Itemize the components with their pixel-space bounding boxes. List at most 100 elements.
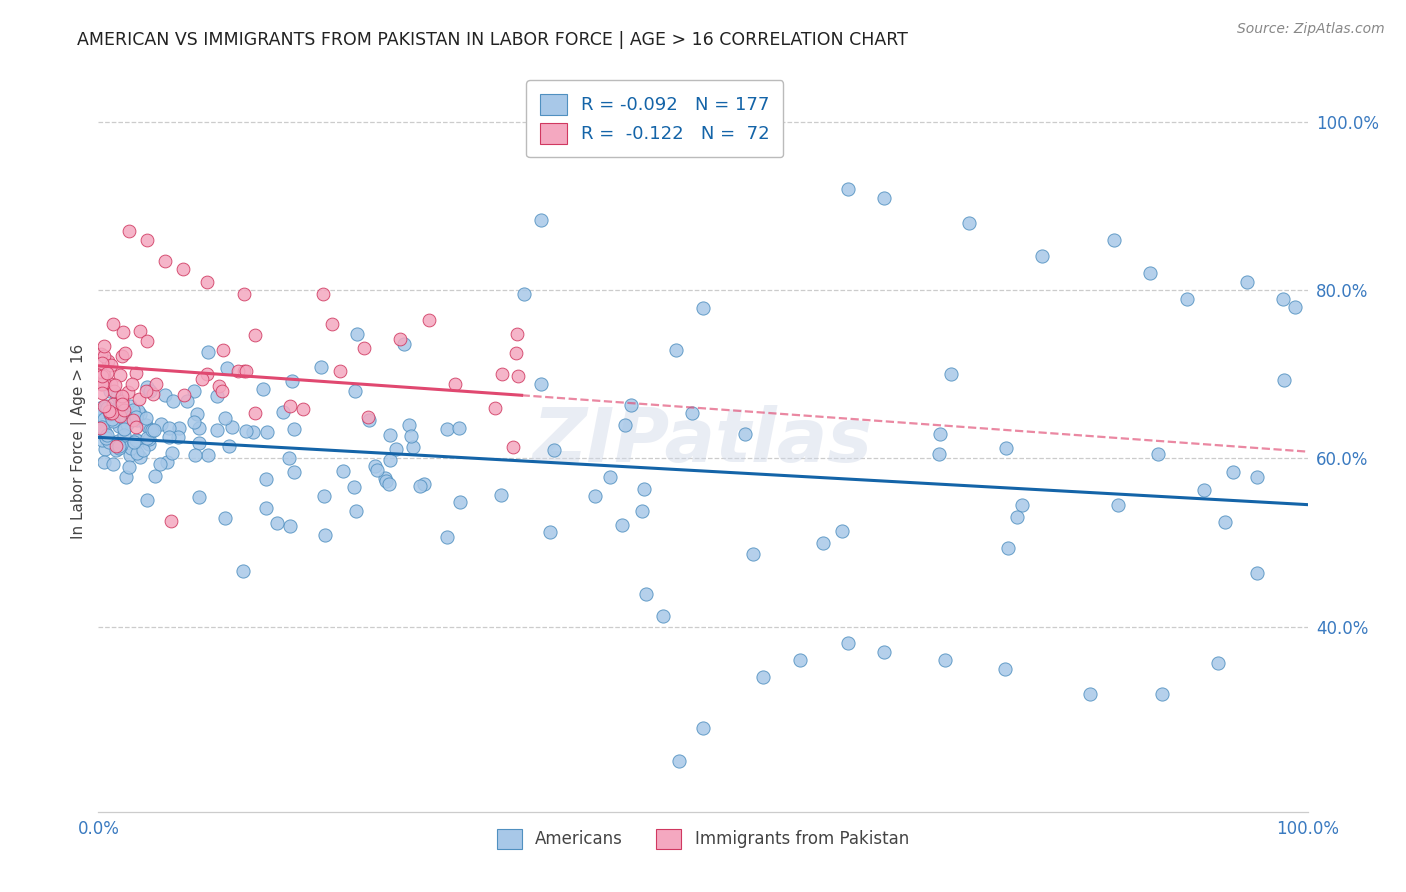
Point — [100, 359, 122, 373]
Point — [997, 541, 1019, 556]
Point — [90, 356, 112, 370]
Point — [110, 438, 132, 452]
Point — [125, 433, 148, 447]
Point — [1146, 447, 1168, 461]
Point — [139, 423, 162, 437]
Point — [186, 408, 208, 422]
Point — [357, 412, 380, 426]
Point — [692, 301, 714, 316]
Point — [111, 349, 134, 363]
Point — [111, 389, 134, 403]
Point — [97, 404, 120, 418]
Point — [408, 479, 430, 493]
Point — [837, 182, 859, 196]
Point — [98, 407, 121, 421]
Point — [243, 328, 266, 343]
Point — [271, 404, 294, 418]
Point — [118, 224, 141, 238]
Point — [112, 422, 135, 436]
Point — [135, 493, 157, 508]
Point — [96, 401, 118, 416]
Point — [398, 417, 420, 432]
Point — [734, 426, 756, 441]
Point — [741, 547, 763, 561]
Point — [205, 389, 228, 403]
Point — [1031, 250, 1053, 264]
Point — [211, 384, 233, 398]
Point — [117, 384, 139, 399]
Point — [89, 418, 111, 433]
Point — [506, 326, 529, 341]
Point — [873, 645, 896, 659]
Point — [665, 343, 688, 357]
Point — [93, 349, 115, 363]
Y-axis label: In Labor Force | Age > 16: In Labor Force | Age > 16 — [72, 344, 87, 539]
Point — [90, 377, 112, 392]
Point — [321, 318, 343, 332]
Point — [96, 428, 118, 442]
Point — [233, 364, 256, 378]
Point — [93, 400, 115, 414]
Point — [235, 424, 257, 438]
Point — [136, 334, 159, 348]
Point — [128, 324, 150, 338]
Point — [112, 403, 135, 417]
Point — [1272, 373, 1295, 387]
Point — [402, 440, 425, 454]
Point — [114, 470, 136, 484]
Point — [90, 433, 112, 447]
Point — [314, 528, 336, 542]
Point — [873, 190, 896, 204]
Point — [413, 476, 436, 491]
Point — [346, 326, 368, 341]
Point — [160, 515, 183, 529]
Point — [90, 376, 112, 391]
Point — [1213, 515, 1236, 529]
Point — [107, 408, 129, 422]
Point — [89, 347, 111, 361]
Point — [94, 442, 117, 456]
Point — [136, 431, 159, 445]
Point — [1246, 566, 1268, 581]
Point — [128, 392, 150, 406]
Point — [811, 536, 834, 550]
Point — [94, 399, 117, 413]
Point — [131, 443, 153, 458]
Point — [145, 469, 167, 483]
Point — [104, 442, 127, 457]
Point — [110, 409, 132, 423]
Point — [112, 325, 135, 339]
Point — [1139, 266, 1161, 280]
Point — [538, 525, 561, 540]
Point — [1175, 292, 1198, 306]
Point — [651, 608, 673, 623]
Point — [631, 504, 654, 518]
Point — [212, 343, 235, 358]
Point — [96, 367, 118, 381]
Point — [1222, 466, 1244, 480]
Point — [378, 476, 401, 491]
Point — [277, 451, 299, 466]
Point — [127, 404, 149, 418]
Point — [153, 253, 176, 268]
Point — [93, 404, 115, 418]
Point — [121, 376, 143, 391]
Point — [108, 368, 131, 383]
Point — [122, 434, 145, 449]
Point — [138, 437, 160, 451]
Text: Source: ZipAtlas.com: Source: ZipAtlas.com — [1237, 22, 1385, 37]
Point — [280, 400, 302, 414]
Point — [530, 213, 553, 227]
Point — [599, 470, 621, 484]
Point — [108, 394, 131, 409]
Point — [197, 345, 219, 359]
Point — [928, 447, 950, 461]
Point — [111, 393, 134, 408]
Point — [149, 417, 172, 432]
Point — [191, 372, 214, 386]
Point — [583, 489, 606, 503]
Point — [90, 368, 112, 383]
Point — [125, 410, 148, 425]
Point — [283, 422, 305, 436]
Point — [1208, 656, 1230, 670]
